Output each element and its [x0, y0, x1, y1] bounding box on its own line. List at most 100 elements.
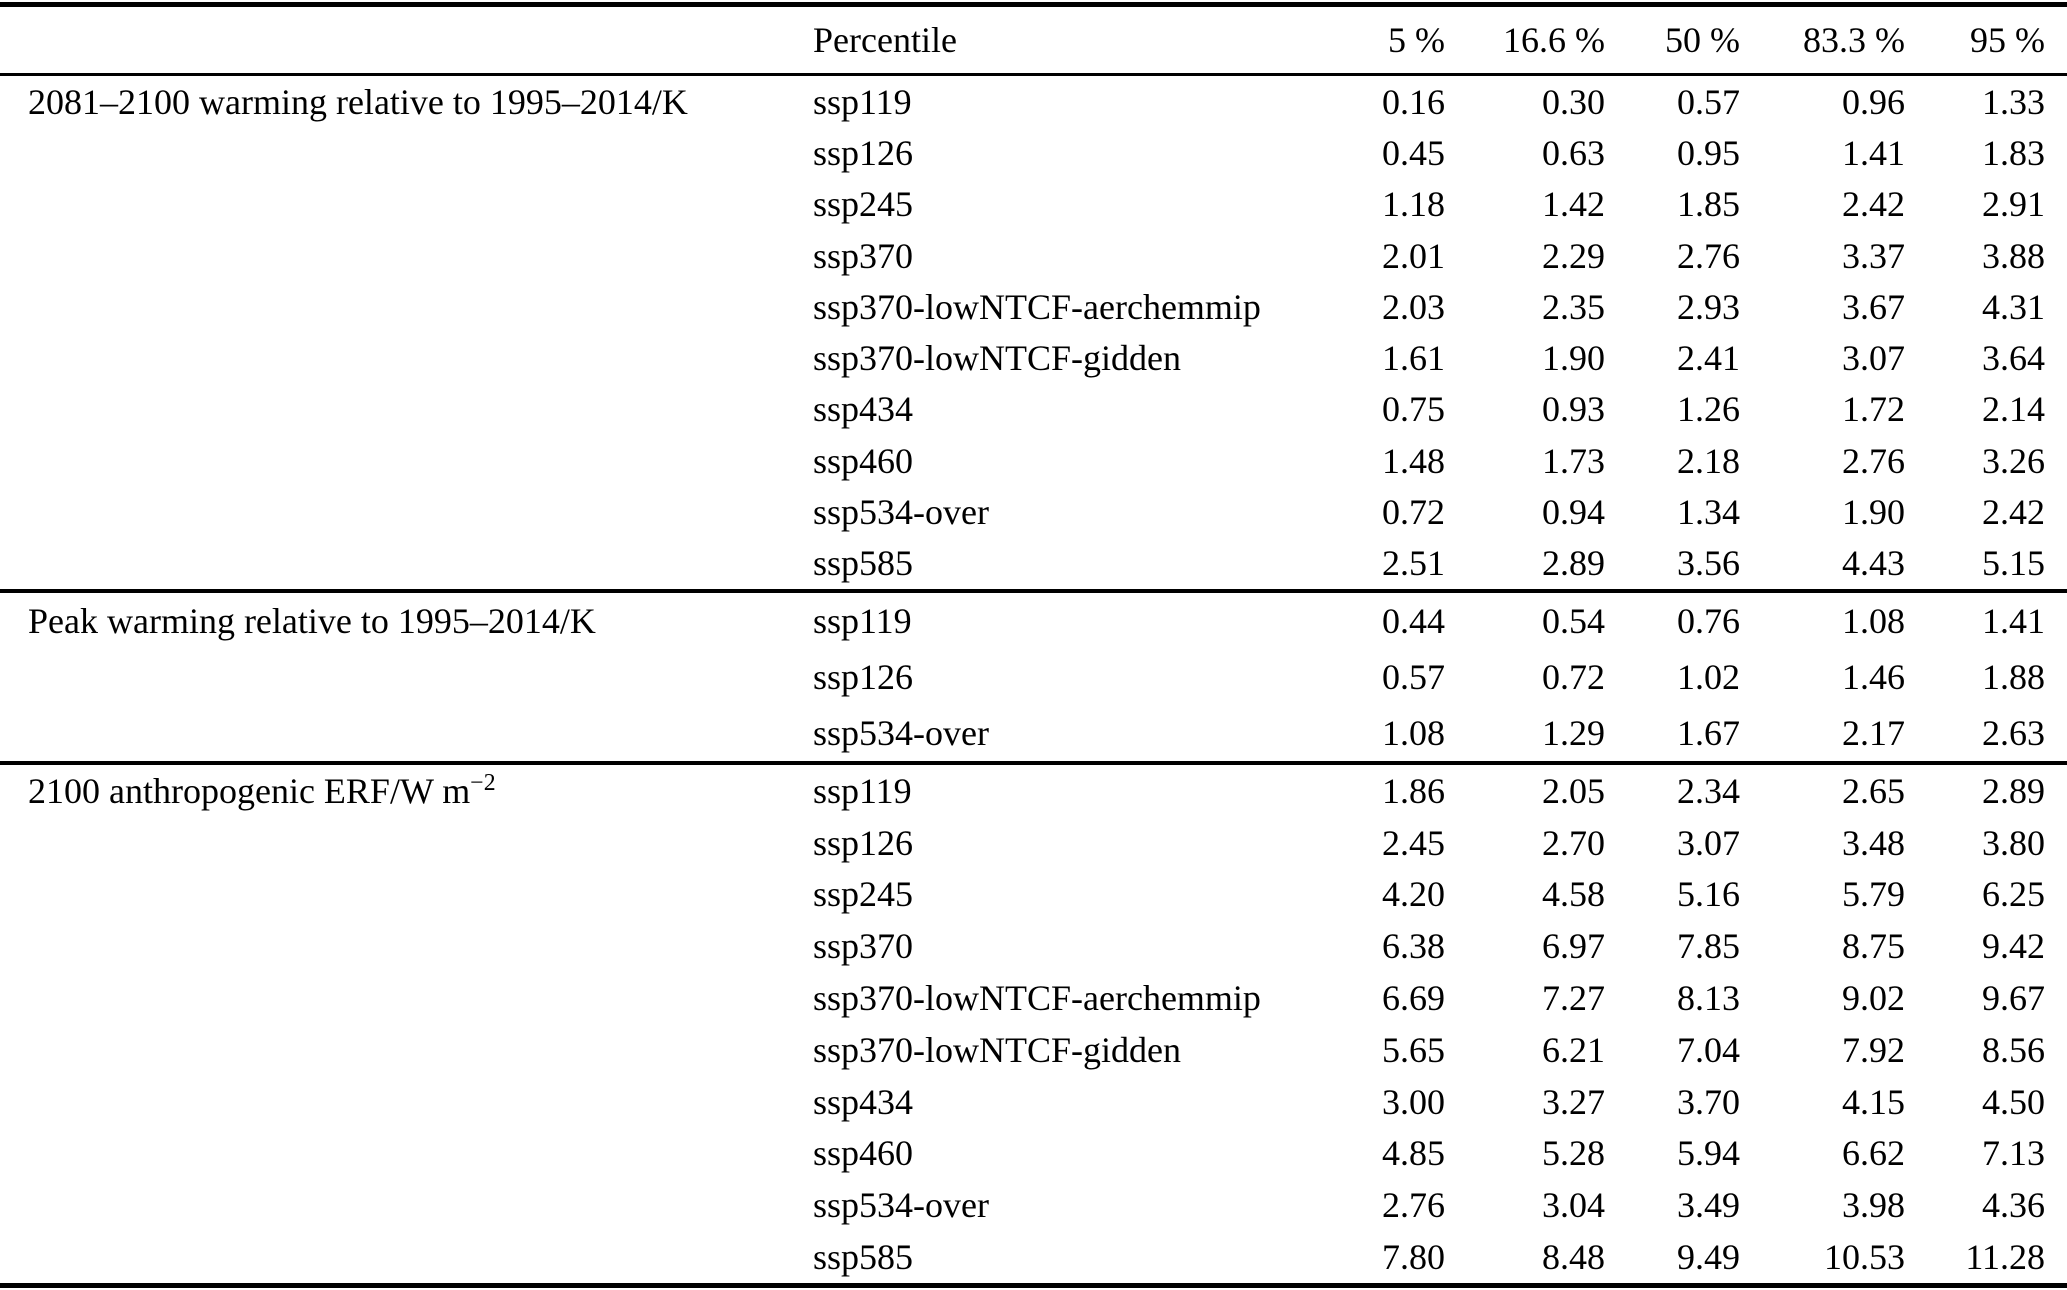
value-cell: 9.49 [1677, 1237, 1740, 1278]
value-cell: 3.00 [1382, 1081, 1445, 1122]
value-cell: 0.72 [1542, 657, 1605, 697]
scenario-label: ssp370 [813, 926, 914, 967]
value-cell: 4.15 [1842, 1081, 1905, 1122]
value-cell: 3.27 [1542, 1081, 1605, 1122]
section-label-superscript: −2 [470, 769, 496, 796]
value-cell: 4.58 [1542, 874, 1605, 915]
scenario-label: ssp370-lowNTCF-aerchemmip [813, 286, 1261, 327]
value-cell: 1.29 [1542, 713, 1605, 753]
header-spacer [28, 7, 813, 73]
section-label: Peak warming relative to 1995–2014/K [28, 593, 813, 649]
table-top-rule [0, 2, 2067, 7]
value-cell: 2.51 [1382, 543, 1445, 584]
header-col-5pct: 5 % [1388, 20, 1445, 60]
value-cell: 3.07 [1677, 822, 1740, 863]
value-cell: 0.95 [1677, 132, 1740, 173]
value-cell: 2.76 [1677, 235, 1740, 276]
value-cell: 3.98 [1842, 1185, 1905, 1226]
value-cell: 10.53 [1824, 1237, 1905, 1278]
value-cell: 7.13 [1982, 1133, 2045, 1174]
scenario-label: ssp585 [813, 543, 914, 584]
section-label-text: 2081–2100 warming relative to 1995–2014/… [28, 81, 688, 122]
value-cell: 2.91 [1982, 184, 2045, 225]
value-cell: 1.08 [1842, 601, 1905, 641]
scenario-label: ssp119 [813, 770, 912, 811]
value-cell: 1.41 [1842, 132, 1905, 173]
section-label-text: 2100 anthropogenic ERF/W m−2 [28, 769, 496, 811]
value-cell: 0.57 [1677, 81, 1740, 122]
value-cell: 7.27 [1542, 978, 1605, 1019]
scenario-label: ssp460 [813, 440, 914, 481]
value-cell: 1.34 [1677, 492, 1740, 533]
value-cell: 6.62 [1842, 1133, 1905, 1174]
value-cell: 9.42 [1982, 926, 2045, 967]
scenario-label: ssp434 [813, 389, 914, 430]
value-cell: 1.73 [1542, 440, 1605, 481]
value-cell: 0.75 [1382, 389, 1445, 430]
scenario-label: ssp126 [813, 132, 914, 173]
section-label: 2100 anthropogenic ERF/W m−2 [28, 765, 813, 817]
value-cell: 3.70 [1677, 1081, 1740, 1122]
value-cell: 3.04 [1542, 1185, 1605, 1226]
value-cell: 0.63 [1542, 132, 1605, 173]
scenario-label: ssp126 [813, 822, 914, 863]
value-cell: 8.48 [1542, 1237, 1605, 1278]
value-cell: 3.56 [1677, 543, 1740, 584]
value-cell: 5.79 [1842, 874, 1905, 915]
value-cell: 5.94 [1677, 1133, 1740, 1174]
value-cell: 3.80 [1982, 822, 2045, 863]
header-percentile-label: Percentile [813, 20, 957, 60]
value-cell: 2.70 [1542, 822, 1605, 863]
value-cell: 3.88 [1982, 235, 2045, 276]
value-cell: 1.48 [1382, 440, 1445, 481]
value-cell: 9.67 [1982, 978, 2045, 1019]
value-cell: 1.02 [1677, 657, 1740, 697]
value-cell: 1.88 [1982, 657, 2045, 697]
scenario-label: ssp434 [813, 1081, 914, 1122]
value-cell: 4.85 [1382, 1133, 1445, 1174]
value-cell: 7.80 [1382, 1237, 1445, 1278]
table-header-row: Percentile 5 % 16.6 % 50 % 83.3 % 95 % [0, 7, 2067, 73]
value-cell: 1.61 [1382, 338, 1445, 379]
scenario-label: ssp534-over [813, 1185, 989, 1226]
value-cell: 8.13 [1677, 978, 1740, 1019]
value-cell: 1.33 [1982, 81, 2045, 122]
value-cell: 1.85 [1677, 184, 1740, 225]
scenario-label: ssp370-lowNTCF-aerchemmip [813, 978, 1261, 1019]
value-cell: 7.85 [1677, 926, 1740, 967]
value-cell: 3.48 [1842, 822, 1905, 863]
value-cell: 6.38 [1382, 926, 1445, 967]
scenario-label: ssp245 [813, 874, 914, 915]
scenario-label: ssp119 [813, 81, 912, 122]
value-cell: 3.67 [1842, 286, 1905, 327]
value-cell: 0.96 [1842, 81, 1905, 122]
value-cell: 1.67 [1677, 713, 1740, 753]
value-cell: 2.17 [1842, 713, 1905, 753]
value-cell: 2.29 [1542, 235, 1605, 276]
value-cell: 0.54 [1542, 601, 1605, 641]
value-cell: 5.28 [1542, 1133, 1605, 1174]
value-cell: 3.07 [1842, 338, 1905, 379]
value-cell: 1.72 [1842, 389, 1905, 430]
value-cell: 1.46 [1842, 657, 1905, 697]
value-cell: 2.05 [1542, 770, 1605, 811]
value-cell: 1.18 [1382, 184, 1445, 225]
scenario-label: ssp460 [813, 1133, 914, 1174]
value-cell: 7.92 [1842, 1029, 1905, 1070]
value-cell: 0.93 [1542, 389, 1605, 430]
value-cell: 2.63 [1982, 713, 2045, 753]
value-cell: 0.94 [1542, 492, 1605, 533]
value-cell: 0.76 [1677, 601, 1740, 641]
scenario-label: ssp534-over [813, 492, 989, 533]
value-cell: 4.50 [1982, 1081, 2045, 1122]
value-cell: 3.37 [1842, 235, 1905, 276]
value-cell: 2.41 [1677, 338, 1740, 379]
scenario-label: ssp370-lowNTCF-gidden [813, 338, 1181, 379]
value-cell: 5.65 [1382, 1029, 1445, 1070]
value-cell: 4.36 [1982, 1185, 2045, 1226]
value-cell: 8.75 [1842, 926, 1905, 967]
value-cell: 5.16 [1677, 874, 1740, 915]
value-cell: 1.26 [1677, 389, 1740, 430]
value-cell: 2.89 [1542, 543, 1605, 584]
